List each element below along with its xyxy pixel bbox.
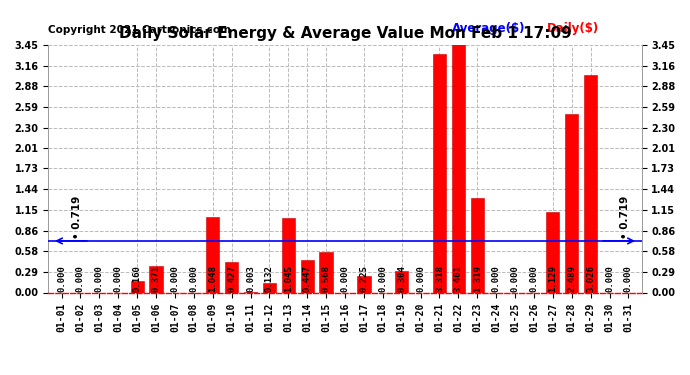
Text: 0.000: 0.000 bbox=[605, 265, 614, 292]
Text: Daily($): Daily($) bbox=[546, 22, 599, 35]
Text: 0.000: 0.000 bbox=[114, 265, 123, 292]
Text: 0.568: 0.568 bbox=[322, 265, 331, 292]
Text: 1.129: 1.129 bbox=[549, 265, 558, 292]
Text: 0.000: 0.000 bbox=[57, 265, 66, 292]
Text: 3.461: 3.461 bbox=[454, 265, 463, 292]
Text: 3.026: 3.026 bbox=[586, 265, 595, 292]
Bar bbox=[546, 211, 560, 292]
Text: 0.000: 0.000 bbox=[511, 265, 520, 292]
Text: 2.489: 2.489 bbox=[567, 265, 576, 292]
Text: 0.000: 0.000 bbox=[95, 265, 103, 292]
Text: 1.319: 1.319 bbox=[473, 265, 482, 292]
Bar bbox=[225, 262, 238, 292]
Text: Copyright 2021 Cartronics.com: Copyright 2021 Cartronics.com bbox=[48, 25, 231, 35]
Text: 0.000: 0.000 bbox=[529, 265, 538, 292]
Text: 0.000: 0.000 bbox=[76, 265, 85, 292]
Text: • 0.719: • 0.719 bbox=[72, 195, 81, 239]
Text: 0.000: 0.000 bbox=[189, 265, 198, 292]
Text: 0.447: 0.447 bbox=[303, 265, 312, 292]
Bar bbox=[433, 54, 446, 292]
Text: 0.000: 0.000 bbox=[624, 265, 633, 292]
Bar bbox=[357, 276, 371, 292]
Text: 0.160: 0.160 bbox=[132, 265, 141, 292]
Bar bbox=[301, 260, 314, 292]
Text: 0.000: 0.000 bbox=[170, 265, 179, 292]
Text: 0.000: 0.000 bbox=[378, 265, 387, 292]
Text: 0.000: 0.000 bbox=[416, 265, 425, 292]
Text: 0.371: 0.371 bbox=[152, 265, 161, 292]
Text: Average($): Average($) bbox=[452, 22, 525, 35]
Text: 0.132: 0.132 bbox=[265, 265, 274, 292]
Text: 0.304: 0.304 bbox=[397, 265, 406, 292]
Text: 0.003: 0.003 bbox=[246, 265, 255, 292]
Text: • 0.719: • 0.719 bbox=[620, 195, 630, 239]
Bar bbox=[319, 252, 333, 292]
Title: Daily Solar Energy & Average Value Mon Feb 1 17:09: Daily Solar Energy & Average Value Mon F… bbox=[119, 26, 571, 41]
Text: 0.000: 0.000 bbox=[492, 265, 501, 292]
Bar bbox=[452, 44, 465, 292]
Text: 3.318: 3.318 bbox=[435, 265, 444, 292]
Bar bbox=[263, 283, 276, 292]
Bar bbox=[395, 271, 408, 292]
Bar bbox=[471, 198, 484, 292]
Text: 0.427: 0.427 bbox=[227, 265, 236, 292]
Bar bbox=[130, 281, 144, 292]
Text: 0.000: 0.000 bbox=[340, 265, 350, 292]
Text: 0.225: 0.225 bbox=[359, 265, 368, 292]
Text: 1.045: 1.045 bbox=[284, 265, 293, 292]
Bar bbox=[282, 217, 295, 292]
Bar bbox=[206, 217, 219, 292]
Text: 1.048: 1.048 bbox=[208, 265, 217, 292]
Bar bbox=[150, 266, 163, 292]
Bar bbox=[565, 114, 578, 292]
Bar bbox=[584, 75, 598, 292]
